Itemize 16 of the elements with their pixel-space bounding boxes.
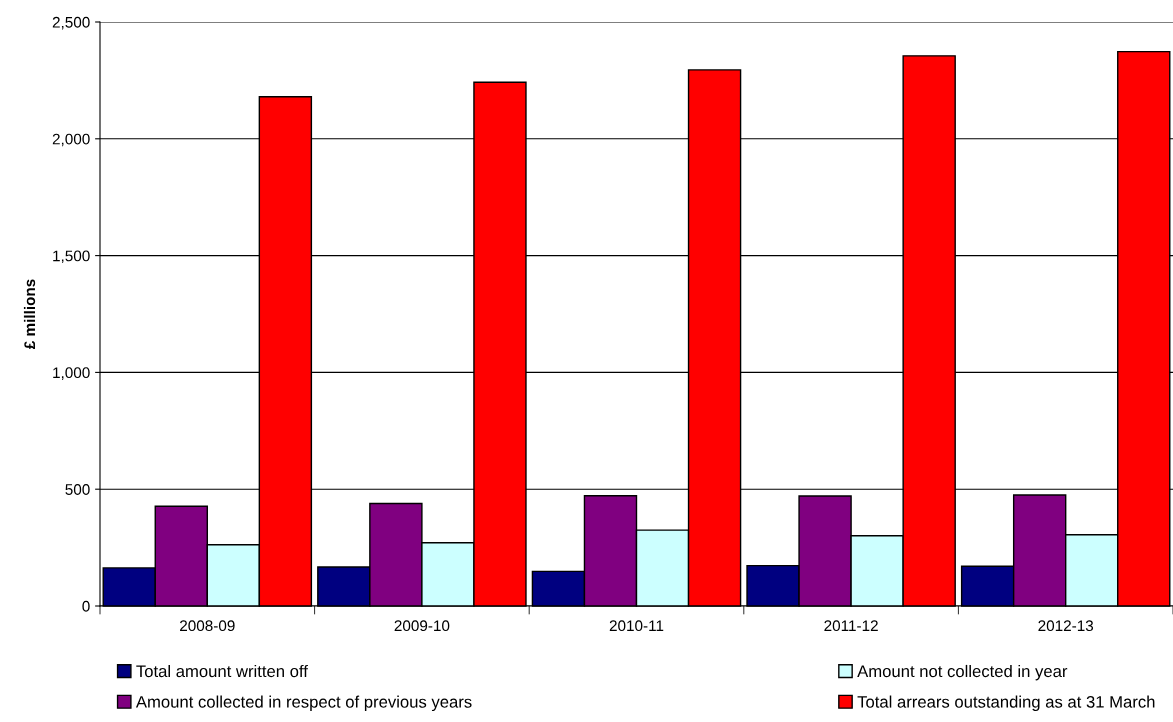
y-tick-label: 1,000 [53, 367, 90, 380]
legend-label: Total amount written off [136, 664, 308, 678]
x-tick-label: 2008-09 [180, 620, 235, 632]
y-tick-label: 1,500 [53, 250, 90, 264]
y-tick-label: 500 [65, 484, 90, 495]
y-tick-label: 2,500 [52, 16, 90, 30]
x-tick-label: 2009-10 [394, 620, 450, 632]
legend-label: Amount not collected in year [857, 664, 1068, 681]
y-axis-title: £ millions [23, 279, 36, 350]
x-tick-label: 2011-12 [824, 620, 878, 632]
x-tick-label: 2010-11 [609, 620, 664, 632]
y-tick-label: 0 [82, 600, 90, 612]
legend-label: Amount collected in respect of previous years [135, 695, 472, 712]
x-tick-label: 2012-13 [1038, 620, 1094, 632]
legend-label: Total arrears outstanding as at 31 March [857, 695, 1155, 712]
y-tick-label: 2,000 [52, 133, 90, 147]
